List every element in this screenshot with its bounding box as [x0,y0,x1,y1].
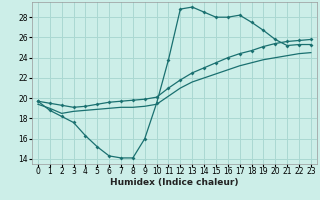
X-axis label: Humidex (Indice chaleur): Humidex (Indice chaleur) [110,178,239,187]
